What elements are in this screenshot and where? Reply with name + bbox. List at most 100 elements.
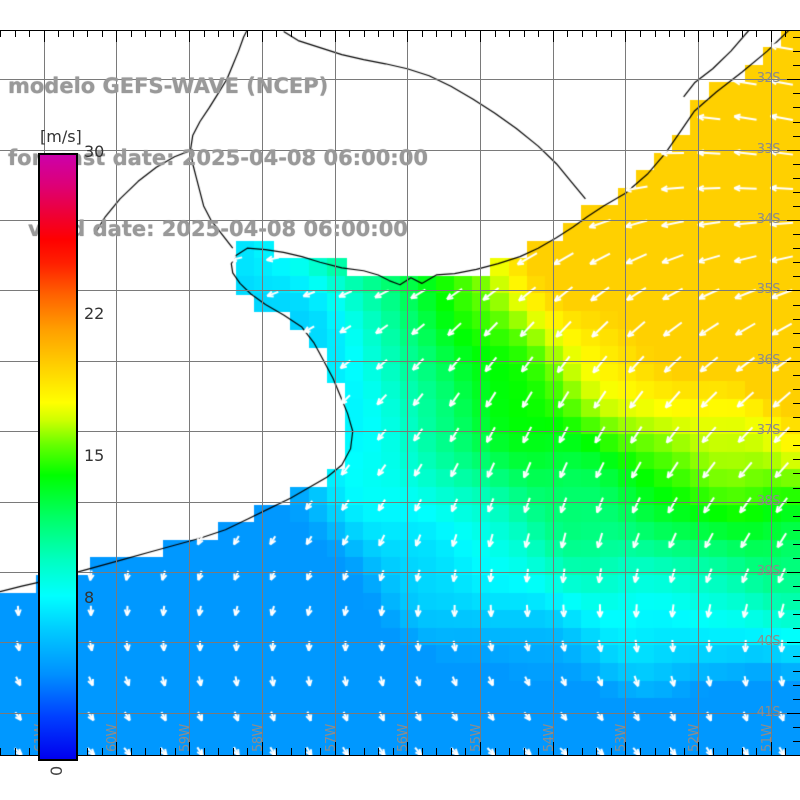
axis-tick — [145, 748, 146, 755]
axis-tick — [727, 31, 728, 37]
axis-tick — [698, 742, 699, 755]
axis-tick — [669, 748, 670, 755]
axis-tick — [465, 31, 466, 37]
axis-tick — [0, 748, 1, 755]
axis-tick — [793, 276, 800, 277]
longitude-label: 55W — [469, 724, 484, 752]
axis-tick — [793, 178, 800, 179]
axis-tick — [793, 136, 800, 137]
axis-tick — [422, 31, 423, 37]
axis-tick — [320, 748, 321, 755]
axis-tick — [793, 403, 800, 404]
axis-tick — [189, 31, 190, 42]
axis-tick — [276, 31, 277, 37]
axis-tick — [793, 600, 800, 601]
axis-tick — [335, 742, 336, 755]
axis-tick — [160, 748, 161, 755]
axis-tick — [145, 31, 146, 37]
axis-tick — [596, 31, 597, 37]
axis-tick — [218, 748, 219, 755]
axis-tick — [436, 748, 437, 755]
colorbar-tick-label: 22 — [84, 304, 105, 324]
axis-tick — [793, 685, 800, 686]
axis-tick — [247, 31, 248, 37]
axis-tick — [793, 51, 800, 52]
axis-tick — [787, 502, 800, 503]
longitude-label: 58W — [250, 724, 266, 752]
axis-tick — [553, 31, 554, 42]
axis-tick — [640, 748, 641, 755]
axis-tick — [793, 206, 800, 207]
axis-tick — [669, 31, 670, 37]
axis-tick — [465, 748, 466, 755]
axis-tick — [451, 31, 452, 37]
axis-tick — [87, 748, 88, 755]
axis-tick — [204, 748, 205, 755]
axis-tick — [73, 31, 74, 37]
axis-tick — [756, 748, 757, 755]
latitude-label: 35S — [756, 282, 781, 298]
axis-tick — [378, 31, 379, 37]
axis-tick — [567, 31, 568, 37]
axis-tick — [44, 31, 45, 42]
axis-tick — [793, 488, 800, 489]
axis-tick — [698, 31, 699, 42]
latitude-label: 39S — [756, 563, 781, 579]
axis-tick — [15, 31, 16, 37]
axis-tick — [787, 220, 800, 221]
colorbar-tick-label: 15 — [84, 446, 105, 465]
axis-tick — [596, 748, 597, 755]
axis-tick — [233, 748, 234, 755]
axis-tick — [793, 164, 800, 165]
axis-tick — [793, 234, 800, 235]
axis-tick — [29, 748, 30, 755]
longitude-label: 53W — [614, 724, 630, 752]
axis-tick — [727, 748, 728, 755]
colorbar-tick-label: 30 — [84, 142, 105, 161]
axis-tick — [793, 37, 800, 38]
axis-tick — [684, 748, 685, 755]
axis-tick — [787, 713, 800, 714]
axis-tick — [785, 31, 786, 37]
axis-tick — [582, 748, 583, 755]
axis-tick — [160, 31, 161, 37]
axis-tick — [793, 671, 800, 672]
plot-frame-top — [0, 30, 800, 31]
longitude-label: 57W — [323, 724, 339, 752]
axis-tick — [524, 31, 525, 37]
axis-tick — [131, 31, 132, 37]
axis-tick — [640, 31, 641, 37]
axis-tick — [793, 417, 800, 418]
axis-tick — [335, 31, 336, 42]
axis-tick — [422, 748, 423, 755]
axis-tick — [436, 31, 437, 37]
axis-tick — [189, 742, 190, 755]
axis-tick — [29, 31, 30, 37]
axis-tick — [553, 742, 554, 755]
longitude-label: 54W — [541, 724, 557, 752]
axis-tick — [407, 742, 408, 755]
axis-tick — [793, 107, 800, 108]
axis-tick — [787, 572, 800, 573]
axis-tick — [793, 530, 800, 531]
axis-tick — [793, 459, 800, 460]
axis-tick — [793, 727, 800, 728]
axis-tick — [393, 31, 394, 37]
axis-tick — [655, 748, 656, 755]
axis-tick — [793, 516, 800, 517]
map-plot-area — [0, 30, 800, 755]
axis-tick — [349, 748, 350, 755]
axis-tick — [102, 748, 103, 755]
longitude-label: 52W — [687, 724, 703, 752]
axis-tick — [785, 748, 786, 755]
axis-tick — [793, 333, 800, 334]
axis-tick — [247, 748, 248, 755]
axis-tick — [655, 31, 656, 37]
axis-tick — [262, 31, 263, 42]
axis-tick — [364, 31, 365, 37]
longitude-label: 51W — [759, 724, 775, 752]
axis-tick — [480, 31, 481, 42]
axis-tick — [787, 79, 800, 80]
axis-tick — [116, 742, 117, 755]
axis-tick — [495, 748, 496, 755]
